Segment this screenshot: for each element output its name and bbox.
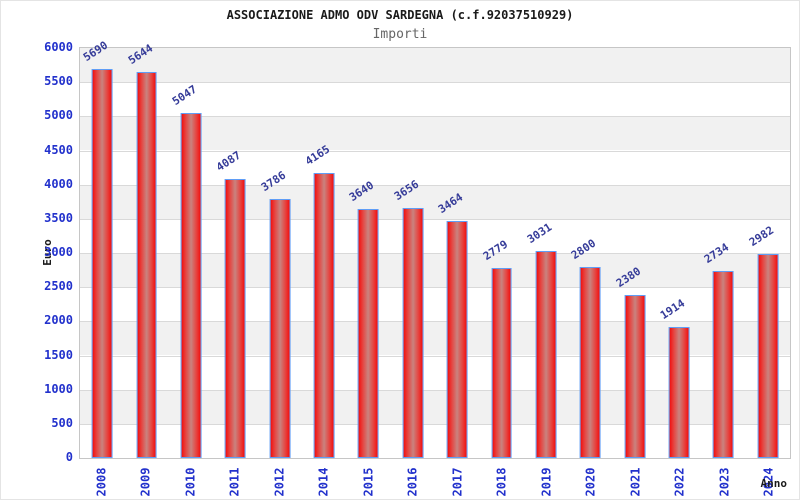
y-tick-label: 4000 <box>44 176 73 191</box>
bar-value-label: 5644 <box>125 41 155 68</box>
x-tick-label-2014: 2014 <box>316 467 331 497</box>
x-tick-label-2020: 2020 <box>583 467 598 497</box>
bar-column-2009: 5644 <box>124 42 168 458</box>
bar-value-label: 2779 <box>480 237 510 264</box>
bar-2010 <box>180 113 202 458</box>
bar-2008 <box>91 69 113 458</box>
bar-column-2018: 2779 <box>479 48 523 458</box>
bar-value-label: 5047 <box>169 82 200 109</box>
y-tick-label: 3000 <box>44 245 73 259</box>
bar-value-label: 4165 <box>302 143 333 169</box>
bar-value-label: 5690 <box>81 38 111 65</box>
x-tick-label-2012: 2012 <box>272 467 287 497</box>
bar-column-2023: 2734 <box>701 48 745 458</box>
bar-2011 <box>224 178 246 458</box>
bar-2009 <box>136 72 157 458</box>
x-tick-label-2022: 2022 <box>672 467 687 497</box>
bar-value-label: 3786 <box>258 168 288 195</box>
bar-column-2020: 2800 <box>568 48 612 458</box>
bar-2024 <box>757 254 779 458</box>
x-tick-label-2015: 2015 <box>361 467 376 497</box>
bar-value-label: 4087 <box>214 148 244 174</box>
bar-column-2024: 2982 <box>746 48 790 458</box>
grid-band <box>80 48 790 83</box>
x-tick-label-2023: 2023 <box>717 467 732 497</box>
x-tick-label-2018: 2018 <box>494 467 509 497</box>
bar-value-label: 2982 <box>746 223 777 250</box>
chart-title: ASSOCIAZIONE ADMO ODV SARDEGNA (c.f.9203… <box>226 8 574 22</box>
bar-column-2008: 5690 <box>80 39 124 458</box>
bar-value-label: 3640 <box>347 178 377 205</box>
x-axis: 2008 2009 2010 2011 2012 2014 2015 2016 2017 2018… <box>79 463 791 499</box>
bar-2020 <box>579 266 601 458</box>
y-tick-label: 6000 <box>44 40 73 54</box>
bar-column-2016: 3656 <box>391 48 435 458</box>
bar-2022 <box>668 327 690 458</box>
bar-column-2014: 4165 <box>302 48 346 458</box>
y-tick-label: 5000 <box>44 108 73 123</box>
bar-column-2022: 1914 <box>657 48 701 458</box>
bar-2019 <box>535 250 557 458</box>
bar-value-label: 3656 <box>391 177 422 204</box>
plot-area: 5690 5644 5047 4087 3786 4165 3640 3656 3464 2779… <box>79 39 791 459</box>
x-tick-label-2021: 2021 <box>628 467 643 497</box>
bar-value-label: 2734 <box>702 240 732 267</box>
y-tick-label: 500 <box>51 415 73 430</box>
x-tick-label-2019: 2019 <box>539 467 554 497</box>
x-tick-label-2017: 2017 <box>450 467 465 497</box>
bar-column-2015: 3640 <box>346 48 390 458</box>
bar-column-2019: 3031 <box>524 48 568 458</box>
x-tick-label-2016: 2016 <box>405 467 420 497</box>
y-tick-label: 2000 <box>44 313 73 328</box>
chart-subtitle: Importi <box>372 27 428 42</box>
bar-column-2017: 3464 <box>435 48 479 458</box>
x-tick-label-2008: 2008 <box>94 467 109 497</box>
bar-2021 <box>624 295 646 458</box>
bar-2015 <box>358 209 379 458</box>
y-tick-label: 3500 <box>44 210 73 225</box>
y-tick-label: 5500 <box>44 74 73 89</box>
x-axis-title: Anno <box>760 477 788 490</box>
y-tick-label: 0 <box>65 450 73 464</box>
x-tick-label-2009: 2009 <box>138 467 153 497</box>
bar-value-label: 3464 <box>436 190 466 217</box>
bar-column-2021: 2380 <box>613 48 657 458</box>
bar-2018 <box>491 268 512 458</box>
grid-band <box>80 82 790 117</box>
x-tick-label-2011: 2011 <box>227 467 242 497</box>
bar-2012 <box>269 199 291 458</box>
bar-column-2011: 4087 <box>213 48 257 458</box>
bar-column-2010: 5047 <box>169 48 213 458</box>
bar-2017 <box>446 221 468 458</box>
bar-2014 <box>313 173 335 458</box>
y-tick-label: 1500 <box>44 347 73 362</box>
bar-column-2012: 3786 <box>258 48 302 458</box>
bar-value-label: 3031 <box>524 220 555 246</box>
bar-value-label: 2800 <box>569 236 599 262</box>
bar-value-label: 1914 <box>657 296 688 323</box>
y-tick-label: 4500 <box>44 142 73 157</box>
x-tick-label-2010: 2010 <box>183 467 198 497</box>
bar-2016 <box>402 208 424 458</box>
bar-value-label: 2380 <box>613 265 643 291</box>
y-tick-label: 1000 <box>44 381 73 396</box>
y-tick-label: 2500 <box>44 279 73 294</box>
bar-series: 5690 5644 5047 4087 3786 4165 3640 3656 3464 2779… <box>80 39 790 458</box>
bar-2023 <box>713 271 734 458</box>
